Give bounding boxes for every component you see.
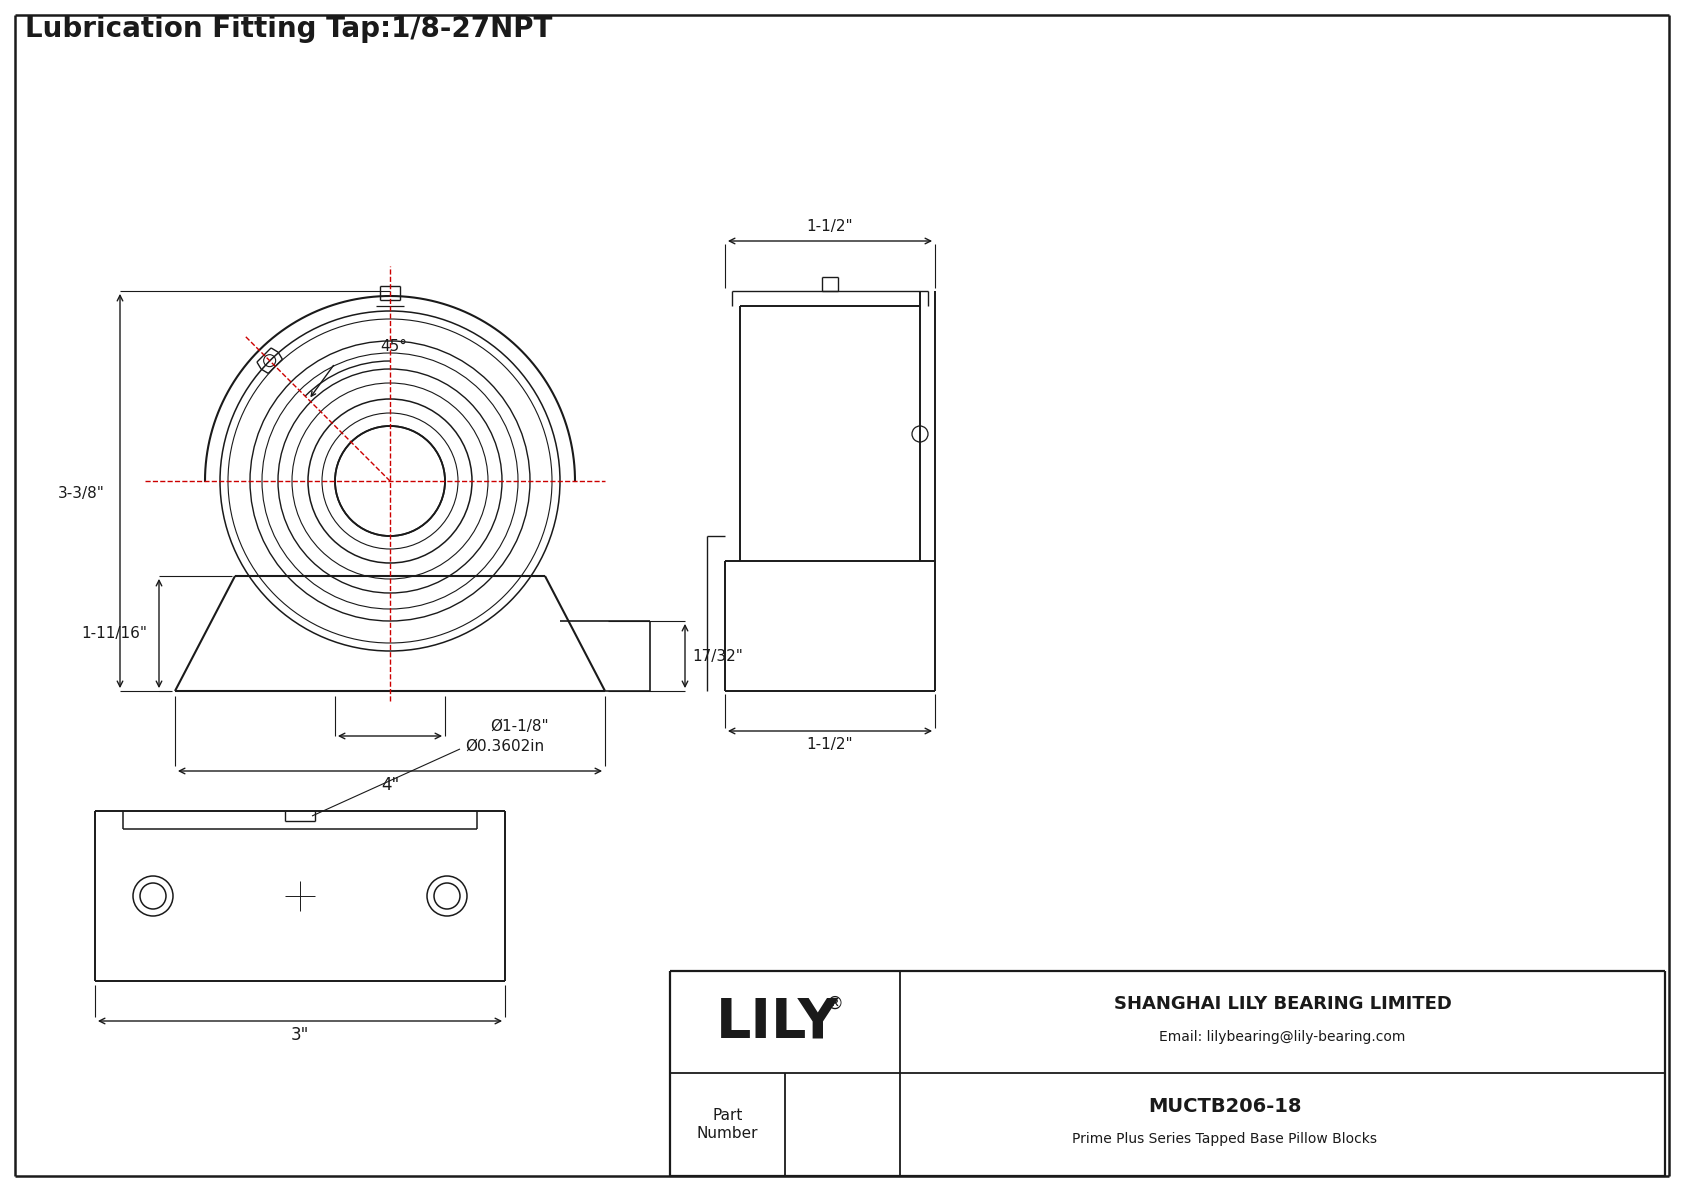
Text: 17/32": 17/32" [692,649,743,663]
Text: 4": 4" [381,777,399,794]
Text: Ø0.3602in: Ø0.3602in [465,738,544,754]
Text: 1-1/2": 1-1/2" [807,219,854,235]
Text: ®: ® [825,994,844,1014]
Text: 1-1/2": 1-1/2" [807,737,854,753]
Text: 3": 3" [291,1025,310,1045]
Text: SHANGHAI LILY BEARING LIMITED: SHANGHAI LILY BEARING LIMITED [1113,994,1452,1014]
Text: Email: lilybearing@lily-bearing.com: Email: lilybearing@lily-bearing.com [1159,1030,1406,1045]
Text: Ø1-1/8": Ø1-1/8" [490,718,549,734]
Text: LILY: LILY [716,994,839,1049]
Text: Lubrication Fitting Tap:1/8-27NPT: Lubrication Fitting Tap:1/8-27NPT [25,15,552,43]
Text: Prime Plus Series Tapped Base Pillow Blocks: Prime Plus Series Tapped Base Pillow Blo… [1073,1131,1378,1146]
Text: 3-3/8": 3-3/8" [59,486,104,501]
Text: 1-11/16": 1-11/16" [81,626,147,641]
Text: MUCTB206-18: MUCTB206-18 [1148,1097,1302,1116]
Text: 45°: 45° [381,339,408,355]
Text: Part
Number: Part Number [697,1109,758,1141]
